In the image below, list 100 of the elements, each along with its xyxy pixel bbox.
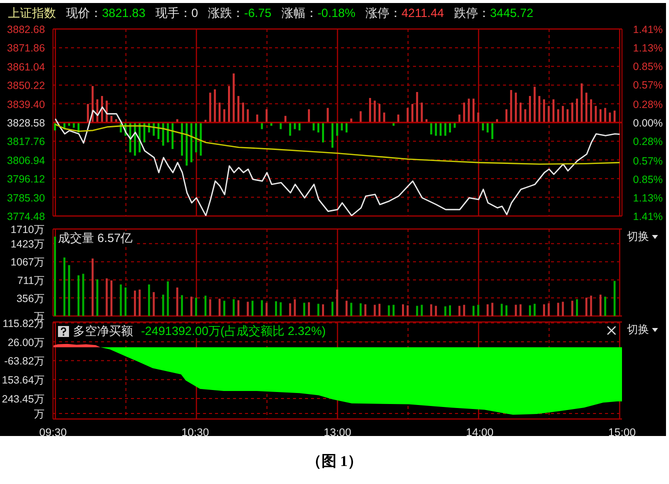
y-tick-label: 711万 [17, 274, 45, 287]
bar [322, 122, 324, 142]
bar [472, 306, 475, 316]
bar [406, 108, 409, 122]
bar [200, 122, 202, 156]
bar [232, 299, 235, 316]
bar [402, 304, 404, 316]
y-tick-label: 3861.04 [7, 61, 46, 74]
x-tick-label: 09:30 [39, 427, 67, 439]
bar [514, 92, 517, 122]
bar [331, 122, 334, 148]
bar [308, 302, 310, 316]
bar [416, 306, 418, 316]
bar [463, 102, 466, 122]
bar [477, 304, 480, 316]
bar [378, 304, 380, 316]
y-tick-label: 3839.40 [7, 98, 46, 111]
y-tick-label: 3871.86 [7, 42, 46, 55]
bar [336, 290, 338, 316]
bar [166, 281, 169, 316]
bar [190, 296, 192, 316]
bar [520, 102, 522, 122]
bar [430, 304, 432, 316]
bar [162, 294, 164, 316]
bar [246, 302, 249, 316]
y-tick-label: 3817.76 [7, 136, 46, 148]
bar [440, 122, 442, 136]
y-tick-label: 3774.48 [7, 211, 46, 223]
bar [444, 122, 446, 136]
chart-title: 多空净买额 [73, 324, 133, 338]
bar [176, 288, 178, 316]
bar [510, 90, 512, 122]
text: 涨跌：-6.75 [208, 4, 272, 22]
bar [266, 109, 268, 122]
bar [308, 109, 310, 122]
bar [237, 96, 240, 122]
bar [120, 284, 122, 316]
bar [571, 300, 574, 316]
bar [472, 98, 475, 122]
bar [209, 299, 212, 316]
bar [82, 274, 84, 316]
bar [110, 280, 112, 316]
chart-subtitle: -2491392.00万(占成交额比 2.32%) [141, 324, 326, 338]
bar [63, 257, 66, 316]
bar [604, 108, 606, 122]
bar [152, 292, 155, 316]
bar [92, 258, 94, 316]
bar [180, 295, 183, 316]
y2-tick-label: 0.57% [633, 155, 663, 168]
text: 跌停：3445.72 [454, 4, 534, 22]
text: 切换 [627, 323, 649, 337]
bar [54, 236, 56, 316]
y-tick-label: 153.64万 [2, 374, 45, 387]
x-tick-label: 14:00 [466, 427, 494, 439]
bar [186, 122, 188, 166]
bar [322, 304, 324, 316]
bar [528, 96, 531, 122]
y-tick-label: -63.82万 [4, 356, 45, 368]
bar [138, 290, 141, 316]
chart-title: 上证指数 [8, 4, 56, 22]
bar [562, 106, 564, 122]
y2-tick-label: 1.13% [633, 42, 663, 55]
bar [218, 298, 221, 316]
bar [576, 98, 578, 122]
bar [223, 109, 226, 122]
bar [218, 102, 221, 122]
y2-tick-label: 1.41% [633, 24, 663, 36]
bar [430, 122, 432, 134]
y2-tick-label: 0.85% [633, 174, 663, 186]
bar [86, 104, 89, 122]
bar [294, 299, 296, 316]
y-tick-label: 3882.68 [7, 24, 46, 36]
y2-tick-label: 0.57% [633, 80, 663, 92]
bar [524, 109, 526, 122]
bar [256, 114, 258, 122]
text: （图 1） [305, 453, 364, 471]
y2-tick-label: 0.85% [633, 61, 663, 74]
bar [266, 302, 268, 316]
bar [369, 98, 372, 122]
bar [237, 300, 240, 316]
bar [289, 122, 292, 136]
bar [326, 108, 329, 122]
bar [571, 102, 574, 122]
bar [260, 300, 263, 316]
bar [406, 305, 409, 316]
bar [232, 73, 235, 122]
bar [514, 304, 517, 316]
y-tick-label: 万 [34, 408, 45, 421]
bar [420, 304, 423, 316]
bar [608, 112, 611, 122]
bar [392, 304, 395, 316]
bar [604, 296, 606, 316]
bar [350, 302, 352, 316]
bar [280, 302, 282, 316]
bar [500, 304, 503, 316]
bar [534, 304, 536, 316]
bar [463, 304, 466, 316]
bar [96, 279, 98, 316]
bar [148, 284, 150, 316]
bar [388, 305, 390, 316]
